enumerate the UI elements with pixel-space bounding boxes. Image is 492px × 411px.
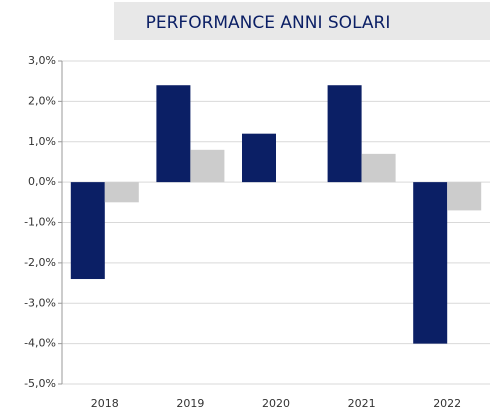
chart-title: PERFORMANCE ANNI SOLARI [146,13,391,33]
title-box [114,2,490,40]
bar [156,85,191,183]
bar [361,153,396,183]
bar [70,182,105,280]
y-tick-label: 3,0% [28,54,56,67]
y-tick-label: 1,0% [28,135,56,148]
x-tick-label: 2022 [433,397,461,410]
bar [447,182,482,211]
x-tick-label: 2019 [176,397,204,410]
y-tick-label: 0,0% [28,175,56,188]
bar [413,182,448,344]
x-tick-label: 2020 [262,397,290,410]
bar [104,182,139,203]
y-tick-label: -5,0% [24,377,56,390]
y-tick-label: -2,0% [24,256,56,269]
y-tick-label: -4,0% [24,337,56,350]
bar [242,133,276,183]
y-tick-label: -1,0% [24,216,56,229]
y-tick-label: -3,0% [24,296,56,309]
y-tick-label: 2,0% [28,94,56,107]
bar [190,149,225,183]
x-tick-label: 2018 [91,397,119,410]
bar [327,85,362,183]
x-tick-label: 2021 [348,397,376,410]
